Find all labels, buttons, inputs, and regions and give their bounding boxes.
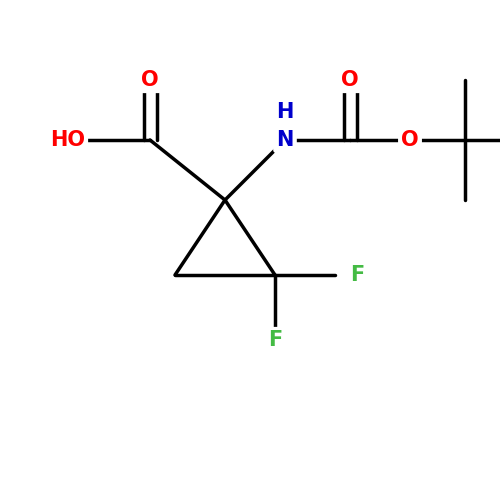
Text: F: F: [350, 265, 364, 285]
Text: HO: HO: [50, 130, 85, 150]
Text: F: F: [268, 330, 282, 350]
Text: O: O: [141, 70, 159, 90]
Text: N: N: [276, 130, 293, 150]
Text: H: H: [276, 102, 293, 122]
Text: O: O: [341, 70, 359, 90]
Text: O: O: [401, 130, 419, 150]
